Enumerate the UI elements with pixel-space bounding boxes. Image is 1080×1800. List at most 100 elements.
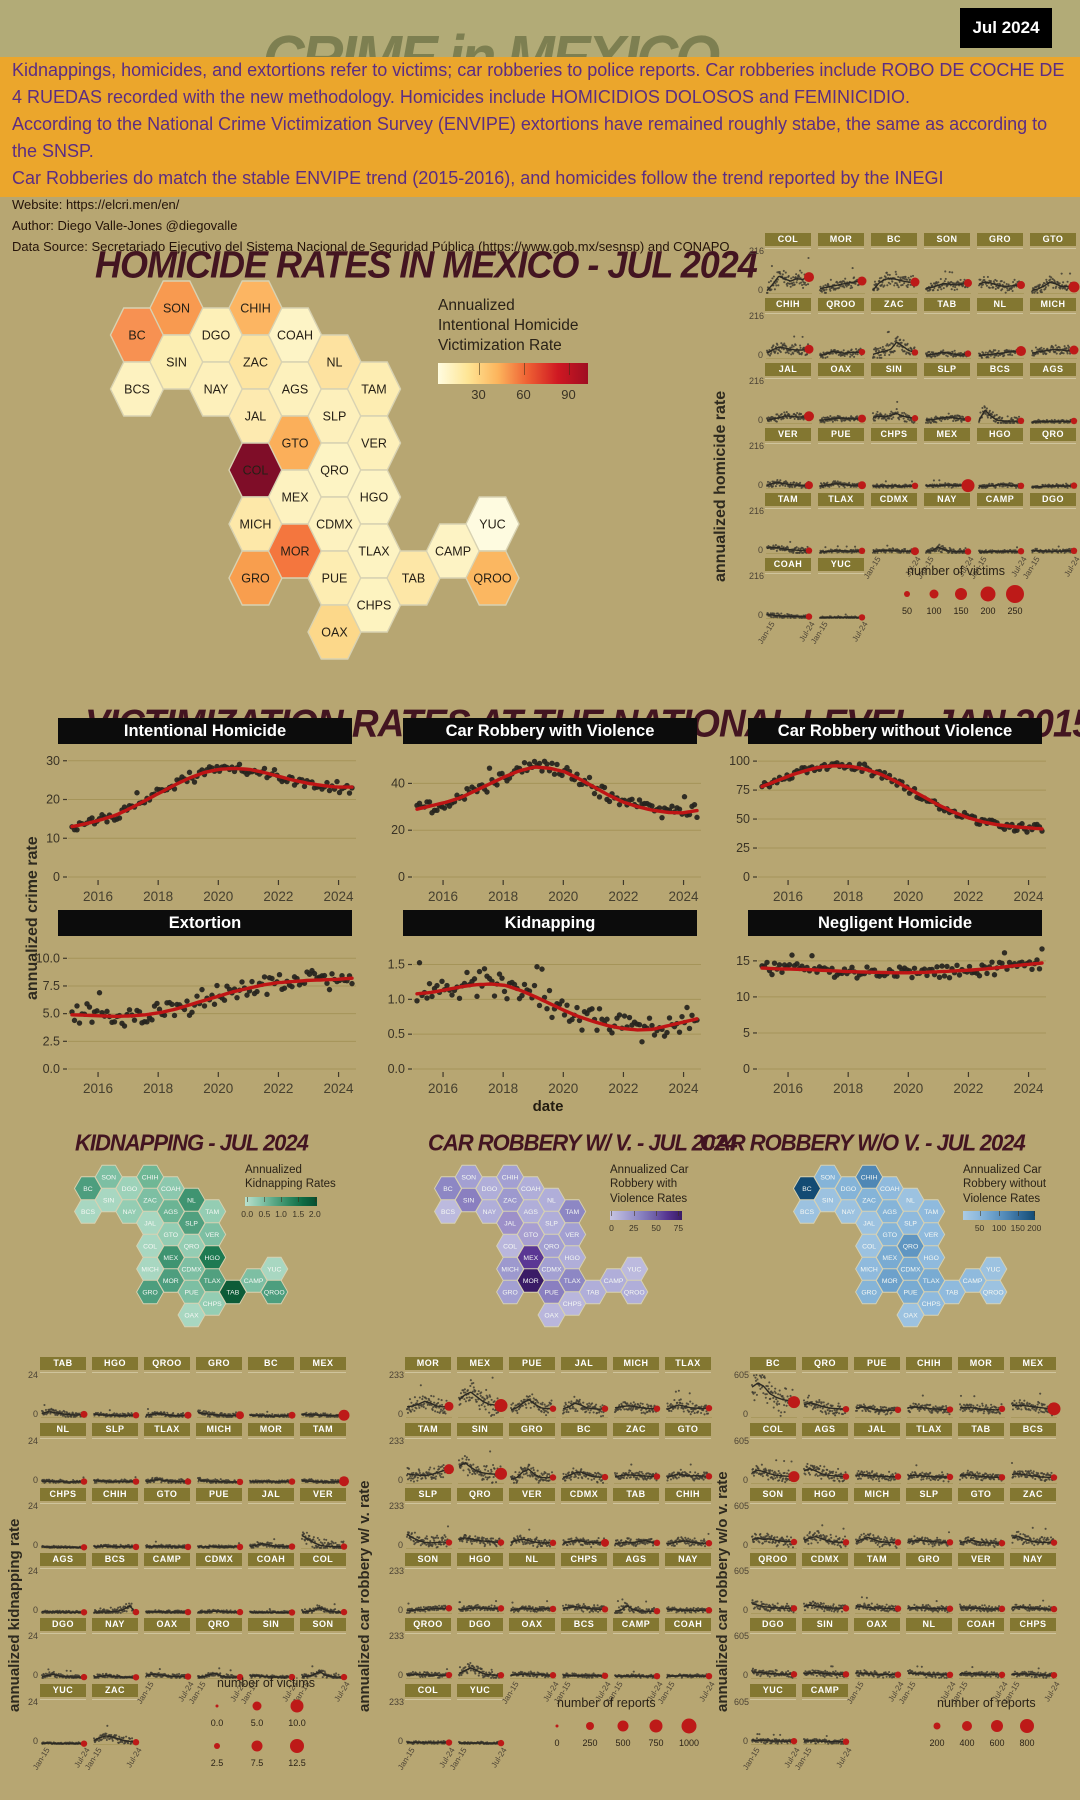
panel-header-underline — [750, 1568, 796, 1569]
hex-label-cdmx: CDMX — [900, 1266, 920, 1273]
hex-label-gro: GRO — [502, 1289, 517, 1296]
panel-header-underline — [144, 1568, 190, 1569]
sparkline-zac — [92, 1724, 140, 1746]
panel-header-mex: MEX — [924, 428, 970, 441]
svg-text:1.0: 1.0 — [388, 992, 405, 1006]
hex-label-tlax: TLAX — [358, 545, 390, 559]
panel-header-mex: MEX — [1010, 1357, 1056, 1370]
sparkline-camp — [977, 546, 1025, 555]
hex-label-qroo: QROO — [983, 1289, 1004, 1296]
panel-header-mich: MICH — [613, 1357, 659, 1370]
hex-map-wov: BC BCS SON SIN DGO NAY CHIH ZAC JAL COL MICH GRO COA… — [774, 1160, 1034, 1340]
hex-label-nl: NL — [327, 356, 343, 370]
panel-header-underline — [802, 1568, 848, 1569]
legend-title-line: Robbery without — [963, 1178, 1047, 1191]
grid-ytick-zero: 0 — [742, 1409, 748, 1419]
hex-label-jal: JAL — [144, 1220, 156, 1227]
panel-header-nay: NAY — [924, 493, 970, 506]
panel-header-nl: NL — [40, 1423, 86, 1436]
grid-ytick-max: 216 — [749, 571, 765, 581]
legend-tick-label: 90 — [561, 387, 576, 403]
grid-ytick-zero: 0 — [742, 1670, 748, 1680]
hex-label-bcs: BCS — [441, 1209, 455, 1216]
panel-header-underline — [509, 1372, 555, 1373]
hex-label-coah: COAH — [277, 329, 313, 343]
panel-header-tab: TAB — [958, 1423, 1004, 1436]
sparkline-camp — [802, 1734, 850, 1745]
hex-label-cdmx: CDMX — [541, 1266, 561, 1273]
sparkline-mex — [457, 1376, 508, 1418]
hex-label-qro: QRO — [184, 1243, 199, 1250]
panel-header-tam: TAM — [854, 1553, 900, 1566]
svg-text:2016: 2016 — [428, 1081, 458, 1096]
panel-header-underline — [300, 1438, 346, 1439]
panel-header-gto: GTO — [144, 1488, 190, 1501]
sparkline-bcs — [977, 405, 1025, 425]
panel-header-underline — [248, 1503, 294, 1504]
svg-text:15: 15 — [736, 954, 750, 968]
sparkline-mich — [613, 1400, 661, 1418]
sparkline-chps — [561, 1603, 609, 1614]
svg-text:20: 20 — [46, 793, 60, 807]
hex-label-oax: OAX — [321, 626, 348, 640]
panel-header-underline — [613, 1372, 659, 1373]
grid-ytick-max: 605 — [734, 1697, 750, 1707]
panel-header-underline — [818, 378, 864, 379]
legend-tick-label: 60 — [516, 387, 531, 403]
panel-header-underline — [561, 1438, 607, 1439]
grid-ytick-zero: 0 — [32, 1409, 38, 1419]
panel-header-underline — [906, 1633, 952, 1634]
legend-title-line: Victimization Rate — [438, 336, 562, 354]
panel-header-jal: JAL — [248, 1488, 294, 1501]
panel-header-underline — [871, 443, 917, 444]
panel-header-ags: AGS — [40, 1553, 86, 1566]
panel-header-underline — [509, 1568, 555, 1569]
panel-header-underline — [92, 1503, 138, 1504]
sparkline-nay — [924, 543, 972, 555]
svg-text:2020: 2020 — [893, 1081, 923, 1096]
legend-title-line: Violence Rates — [610, 1192, 688, 1205]
svg-text:7.5: 7.5 — [43, 979, 60, 993]
svg-text:0: 0 — [398, 870, 405, 884]
panel-header-bcs: BCS — [92, 1553, 138, 1566]
sparkline-qro — [196, 1667, 244, 1681]
panel-header-underline — [92, 1438, 138, 1439]
panel-header-underline — [958, 1633, 1004, 1634]
sparkline-coah — [765, 612, 813, 620]
panel-header-underline — [1030, 248, 1076, 249]
dot-legend-label: 100 — [926, 606, 942, 616]
sparkline-pue — [196, 1542, 244, 1551]
legend-tick-label: 2.0 — [308, 1208, 321, 1219]
banner-paragraph: Car Robberies do match the stable ENVIPE… — [12, 168, 944, 188]
dot-legend-label: 12.5 — [288, 1758, 306, 1768]
panel-header-yuc: YUC — [818, 558, 864, 571]
hex-label-pue: PUE — [904, 1289, 918, 1296]
panel-header-dgo: DGO — [1030, 493, 1076, 506]
panel-header-slp: SLP — [92, 1423, 138, 1436]
panel-header-underline — [854, 1633, 900, 1634]
panel-header-bcs: BCS — [561, 1618, 607, 1631]
hex-label-qro: QRO — [544, 1243, 559, 1250]
sparkline-bc — [561, 1467, 609, 1484]
panel-header-underline — [802, 1372, 848, 1373]
legend-tick-mark — [979, 1211, 981, 1217]
sparkline-cdmx — [871, 544, 919, 556]
grid-ytick-zero: 0 — [757, 350, 763, 360]
grid-ytick-zero: 0 — [32, 1670, 38, 1680]
svg-text:2018: 2018 — [833, 1081, 863, 1096]
sparkline-tam — [405, 1464, 454, 1484]
panel-header-oax: OAX — [818, 363, 864, 376]
legend-title-line: Intentional Homicide — [438, 316, 579, 334]
hex-label-ver: VER — [565, 1232, 579, 1239]
sparkline-nay — [665, 1606, 713, 1614]
sparkline-qroo — [750, 1599, 798, 1614]
panel-header-dgo: DGO — [457, 1618, 503, 1631]
intro-banner: Kidnappings, homicides, and extortions r… — [0, 57, 1080, 254]
grid-ytick-max: 216 — [749, 311, 765, 321]
panel-header-dgo: DGO — [40, 1618, 86, 1631]
legend-title-line: Violence Rates — [963, 1192, 1041, 1205]
grid-xtick-start: Jan-15 — [31, 1746, 52, 1772]
legend-tick-mark — [523, 363, 525, 376]
hex-label-jal: JAL — [245, 410, 267, 424]
